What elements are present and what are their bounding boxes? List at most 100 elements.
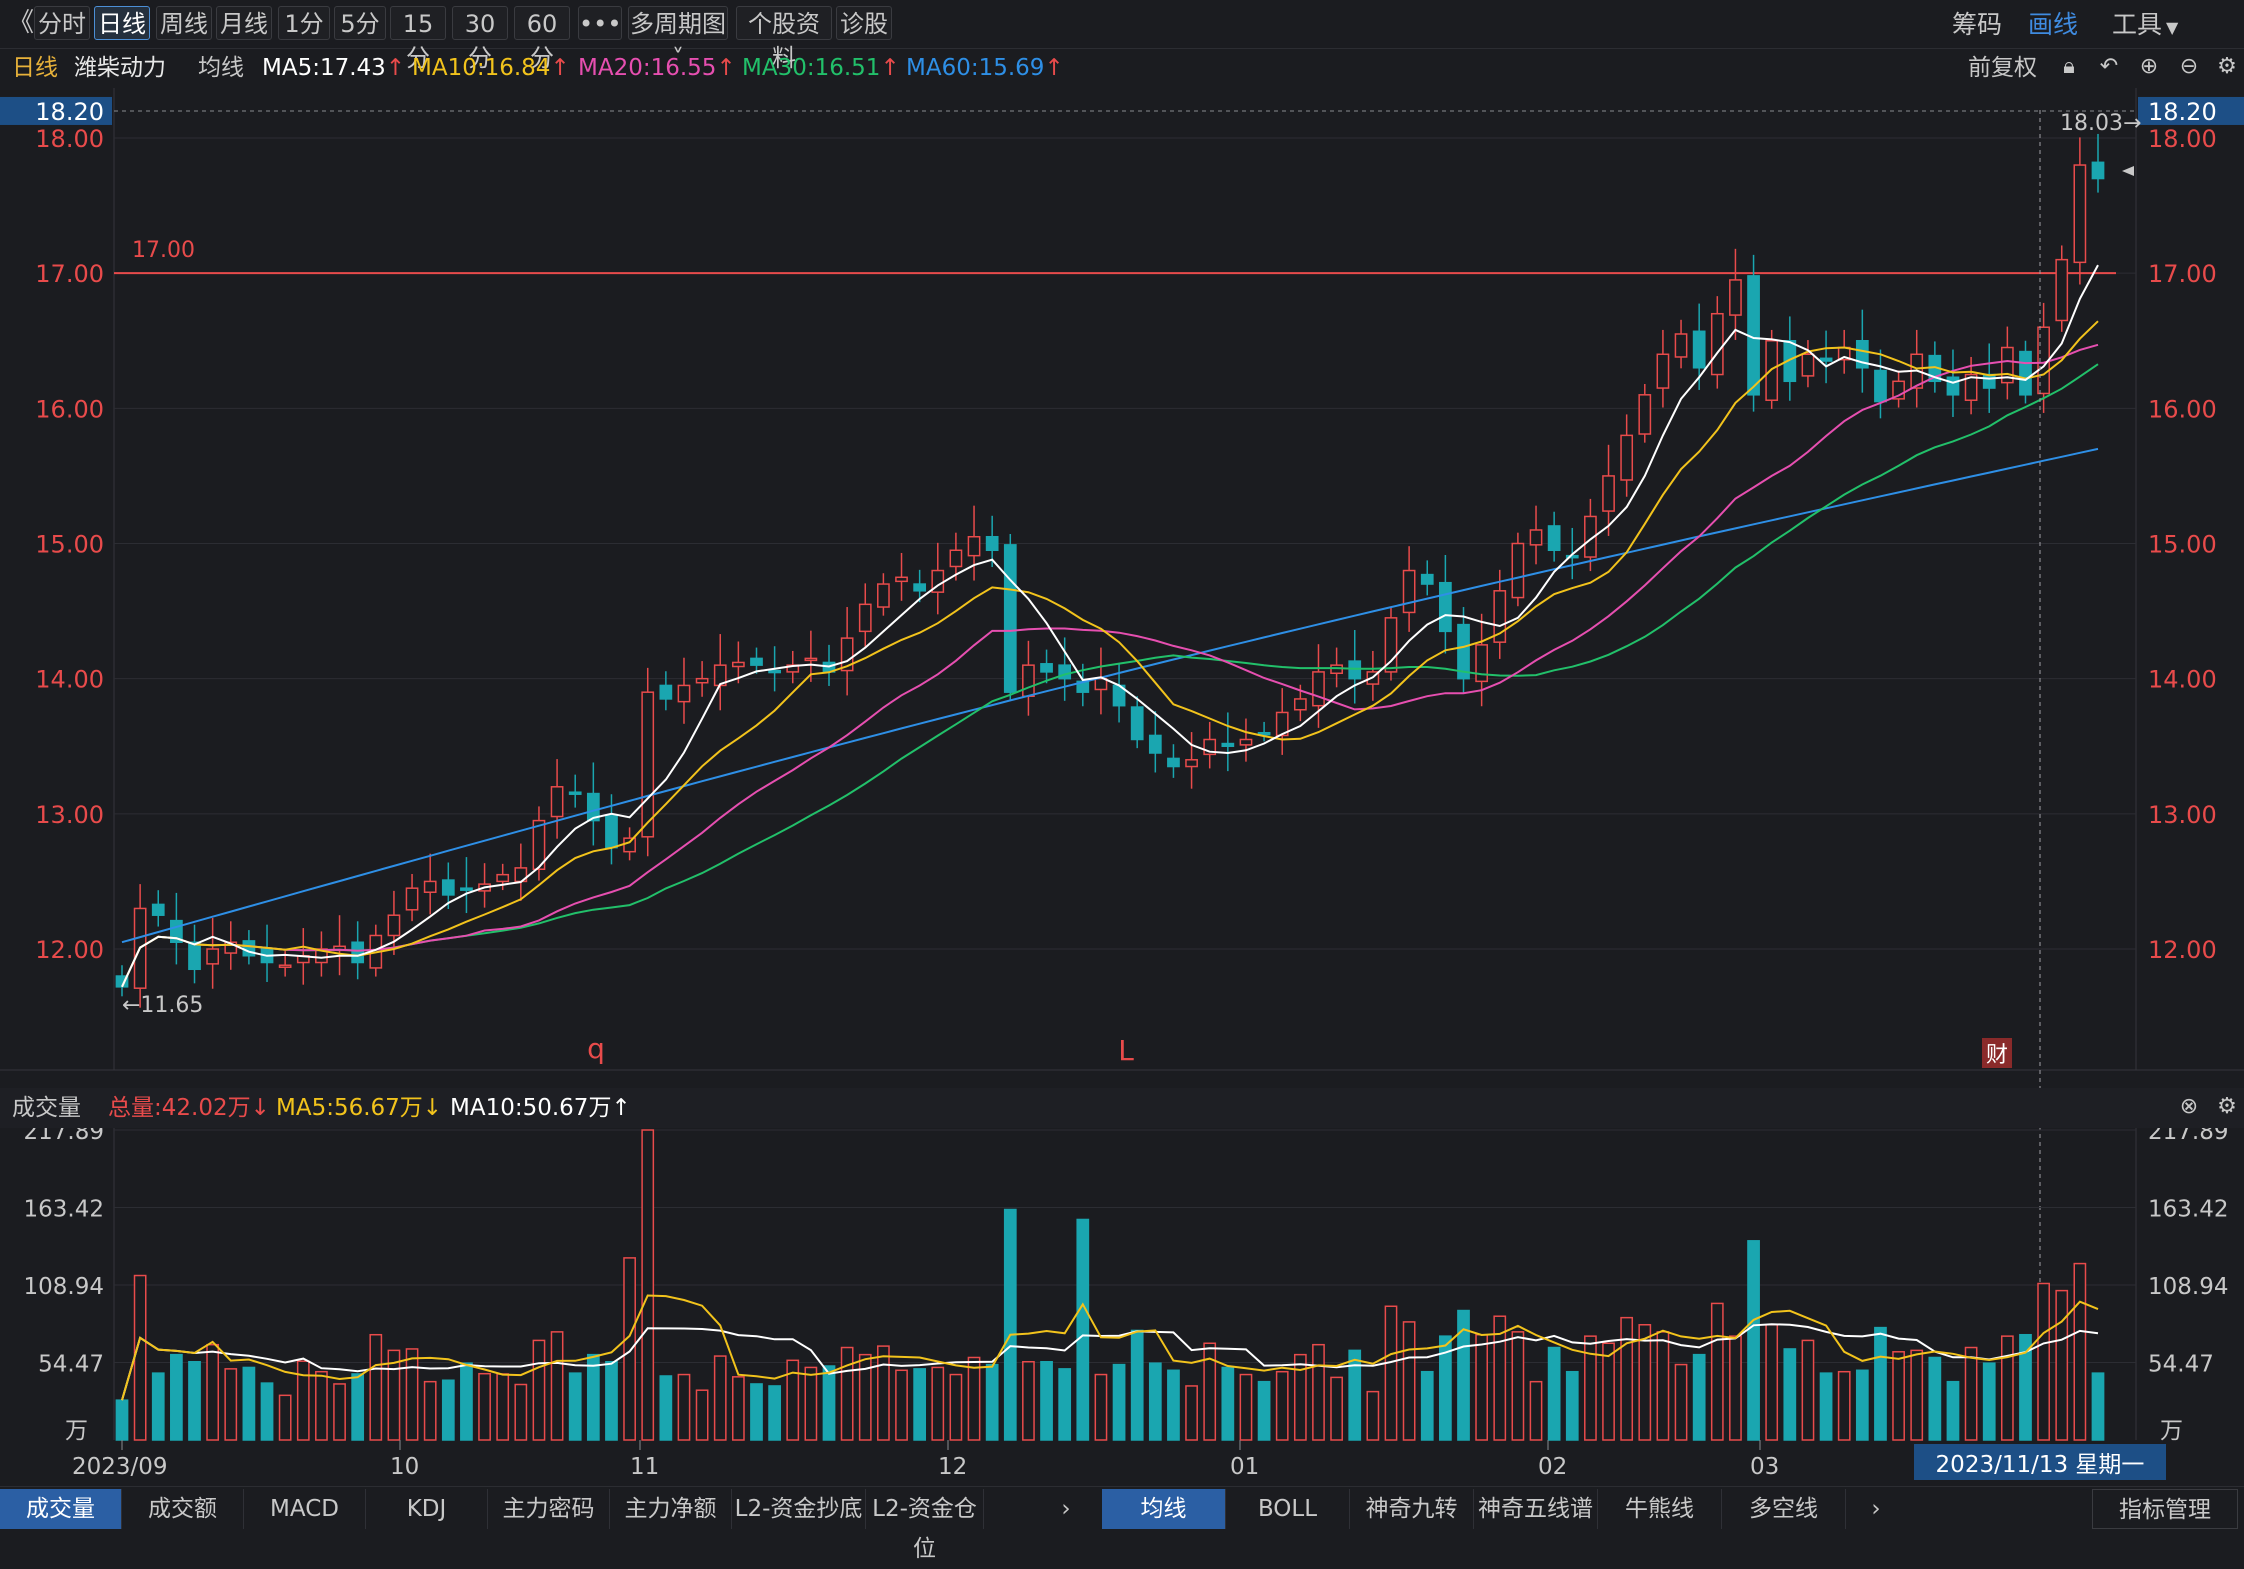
indicator-management-button[interactable]: 指标管理 [2092, 1489, 2238, 1529]
volume-bar [804, 1366, 818, 1441]
candle-body [1420, 573, 1434, 585]
indicator-tab-0[interactable]: 成交量 [0, 1489, 122, 1529]
adjust-button[interactable]: 前复权 [1968, 55, 2037, 81]
price-axis-label-right: 15.00 [2148, 531, 2217, 559]
candle [1221, 712, 1235, 772]
period-button-3[interactable]: 月线 [216, 6, 272, 40]
scroll-right-icon[interactable]: › [1871, 1496, 1881, 1522]
close-icon[interactable]: ⊗ [2179, 1094, 2199, 1119]
candle-body [278, 964, 292, 968]
candle-body [1874, 369, 1887, 403]
candle [1584, 498, 1597, 572]
settings-gear-icon[interactable]: ⚙ [2217, 54, 2237, 79]
candle-body [1801, 353, 1815, 377]
candle-body [731, 661, 745, 668]
volume-bar [1348, 1349, 1362, 1441]
volume-bar [170, 1353, 183, 1441]
period-button-0[interactable]: 分时 [34, 6, 90, 40]
volume-bar [858, 1353, 872, 1441]
period-button-6[interactable]: 15分 [390, 6, 446, 72]
candle-body [1384, 617, 1398, 673]
indicator-tab-5[interactable]: 主力净额 [610, 1489, 732, 1529]
candle [1275, 688, 1289, 755]
settings-gear-icon[interactable]: ⚙ [2217, 1094, 2237, 1119]
candle [1167, 744, 1180, 778]
volume-bar [568, 1372, 582, 1441]
volume-bar [351, 1373, 365, 1441]
indicator-tab-1[interactable]: 成交额 [122, 1489, 244, 1529]
overlay-tab-2[interactable]: 神奇九转 [1350, 1489, 1474, 1529]
candle-body [115, 975, 129, 988]
period-label: 日线 [12, 55, 58, 81]
period-button-2[interactable]: 周线 [156, 6, 212, 40]
candle-body [1402, 569, 1416, 614]
ma10-value: MA10:16.84↑ [412, 54, 570, 82]
chip-button[interactable]: 筹码 [1952, 10, 2003, 39]
candle [913, 569, 927, 603]
volume-bar [949, 1373, 963, 1441]
event-mark-q: q [587, 1032, 605, 1065]
candle-body [1674, 333, 1688, 358]
volume-bar [333, 1383, 346, 1441]
overlay-tab-0[interactable]: 均线 [1102, 1489, 1226, 1529]
scroll-right-icon[interactable]: › [1061, 1496, 1071, 1522]
ma-label[interactable]: 均线 [198, 55, 244, 81]
zoom-out-icon[interactable]: ⊖ [2179, 54, 2199, 79]
undo-icon[interactable]: ↶ [2099, 54, 2119, 79]
candle-body [858, 603, 872, 633]
top-toolbar: 《 分时 日线 周线 月线 1分 5分 15分 30分 60分 ••• 多周期图 ˅ 个股资料 诊股 筹… [0, 0, 2244, 72]
candle-body [1221, 742, 1235, 748]
candle-body [623, 837, 636, 853]
candle [1747, 254, 1760, 412]
period-button-1[interactable]: 日线 [94, 6, 150, 40]
candle [550, 759, 564, 839]
candle-body [1638, 394, 1652, 435]
candle [858, 583, 872, 649]
draw-button[interactable]: 画线 [2028, 10, 2079, 39]
volume-bar [822, 1365, 836, 1441]
period-button-5[interactable]: 5分 [334, 6, 386, 40]
overlay-tab-3[interactable]: 神奇五线谱 [1474, 1489, 1598, 1529]
indicator-tab-3[interactable]: KDJ [366, 1489, 488, 1529]
period-button-10[interactable]: 多周期图 ˅ [628, 6, 728, 72]
indicator-tab-2[interactable]: MACD [244, 1489, 366, 1529]
volume-ma10-text: MA10:50.67万↑ [450, 1095, 631, 1121]
low-price-label: ←11.65 [122, 993, 203, 1018]
indicator-tab-4[interactable]: 主力密码 [488, 1489, 610, 1529]
volume-ma10-line [121, 1323, 2099, 1401]
zoom-in-icon[interactable]: ⊕ [2139, 54, 2159, 79]
candle [1819, 330, 1833, 384]
period-button-7[interactable]: 30分 [452, 6, 508, 72]
volume-bar [931, 1366, 945, 1441]
kline-chart[interactable]: 18.00 18.00 17.00 17.00 16.00 16.00 15.00 15.00… [0, 0, 2244, 1534]
date-axis-label: 12 [938, 1454, 967, 1480]
top-marker-right: 18.20 [2148, 98, 2217, 126]
candle [967, 505, 981, 581]
volume-bar [985, 1363, 999, 1441]
candle [460, 857, 473, 914]
candle [151, 890, 165, 927]
price-axis-label-right: 12.00 [2148, 936, 2217, 964]
candle [1148, 711, 1162, 773]
period-button-9[interactable]: ••• [578, 6, 622, 40]
overlay-tab-4[interactable]: 牛熊线 [1598, 1489, 1722, 1529]
candle [1547, 511, 1561, 562]
candle [1185, 732, 1198, 789]
candle [877, 573, 890, 616]
period-button-4[interactable]: 1分 [278, 6, 330, 40]
indicator-tab-7[interactable]: L2-资金仓位 [866, 1489, 984, 1562]
indicator-tab-6[interactable]: L2-资金抄底 [732, 1489, 866, 1529]
overlay-tab-1[interactable]: BOLL [1226, 1489, 1350, 1529]
volume-bar [2019, 1333, 2032, 1441]
volume-bar [1547, 1346, 1561, 1441]
volume-bar [1910, 1349, 1924, 1441]
volume-bar [623, 1257, 636, 1441]
period-button-11[interactable]: 个股资料 [736, 6, 832, 72]
overlay-tab-5[interactable]: 多空线 [1722, 1489, 1846, 1529]
period-button-12[interactable]: 诊股 [836, 6, 892, 40]
period-button-8[interactable]: 60分 [514, 6, 570, 72]
tools-button[interactable]: 工具 ▼ [2112, 8, 2178, 45]
lock-icon[interactable]: 🔒︎ [2063, 54, 2075, 79]
collapse-icon[interactable]: 《 [8, 8, 35, 38]
volume-bar [1493, 1315, 1507, 1441]
